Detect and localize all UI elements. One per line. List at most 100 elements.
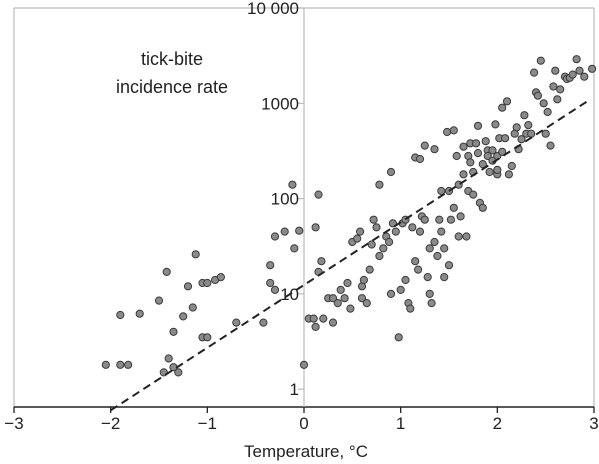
data-point xyxy=(524,121,533,130)
data-point xyxy=(406,304,415,313)
data-point xyxy=(179,312,188,321)
data-point xyxy=(473,149,483,158)
data-point xyxy=(572,55,581,64)
data-point xyxy=(536,56,545,65)
data-point xyxy=(551,66,560,75)
data-point xyxy=(483,151,492,161)
data-point xyxy=(553,95,562,104)
data-point xyxy=(290,244,299,253)
data-point xyxy=(425,289,434,298)
data-point xyxy=(414,265,423,274)
data-point xyxy=(504,170,513,179)
data-point xyxy=(396,285,405,294)
data-point xyxy=(375,180,384,189)
y-tick-label: 10 xyxy=(280,285,299,304)
x-tick-label: 3 xyxy=(589,414,598,433)
data-point xyxy=(530,68,539,77)
data-point xyxy=(472,139,481,148)
data-point xyxy=(188,303,197,312)
data-point xyxy=(430,145,439,154)
x-tick-label: 0 xyxy=(299,414,308,433)
data-point xyxy=(346,304,355,313)
data-point xyxy=(437,186,446,196)
data-point xyxy=(459,170,468,179)
data-point xyxy=(343,278,352,288)
data-point xyxy=(375,251,384,261)
data-point xyxy=(520,111,529,120)
data-point xyxy=(288,180,297,189)
data-point xyxy=(270,232,280,241)
data-point xyxy=(328,294,338,303)
data-point xyxy=(359,275,368,285)
data-point xyxy=(162,267,171,276)
x-tick-label: −2 xyxy=(101,414,120,433)
data-point xyxy=(116,310,125,320)
data-point xyxy=(549,82,558,91)
data-point xyxy=(466,158,475,167)
data-point xyxy=(575,66,584,75)
data-point xyxy=(568,70,577,79)
data-point xyxy=(543,107,552,117)
data-point xyxy=(425,244,434,253)
trend-line xyxy=(110,99,590,412)
x-tick-label: 1 xyxy=(396,414,405,433)
data-points xyxy=(101,55,597,377)
data-point xyxy=(311,223,320,232)
data-point xyxy=(546,141,555,150)
data-point xyxy=(232,318,241,327)
data-point xyxy=(365,265,374,274)
data-point xyxy=(379,244,388,253)
data-point xyxy=(386,289,396,298)
data-point xyxy=(456,212,465,221)
data-point xyxy=(501,134,510,143)
data-point xyxy=(517,135,526,144)
data-point xyxy=(580,72,589,81)
data-point xyxy=(169,327,178,336)
data-point xyxy=(527,129,536,138)
data-point xyxy=(541,129,550,138)
data-point xyxy=(473,121,483,130)
data-point xyxy=(449,126,458,135)
data-point xyxy=(420,215,429,224)
data-point xyxy=(183,282,193,291)
data-point xyxy=(340,294,349,303)
data-point xyxy=(415,154,425,164)
data-point xyxy=(124,360,133,369)
data-point xyxy=(295,226,304,235)
data-point xyxy=(443,127,452,137)
data-point xyxy=(415,227,425,236)
data-point xyxy=(353,234,362,243)
data-point xyxy=(459,142,468,151)
data-point xyxy=(266,261,275,270)
x-axis-title: Temperature, °C xyxy=(244,442,368,461)
data-point xyxy=(317,257,326,266)
data-point xyxy=(280,227,289,236)
data-point xyxy=(588,64,597,73)
data-point xyxy=(433,251,442,261)
data-point xyxy=(488,146,497,155)
data-point xyxy=(437,227,446,236)
data-point xyxy=(259,318,268,327)
x-tick-label: −3 xyxy=(4,414,23,433)
data-point xyxy=(216,273,225,282)
data-point xyxy=(502,97,512,106)
x-tick-label: −1 xyxy=(198,414,217,433)
data-point xyxy=(135,309,144,318)
data-point xyxy=(452,151,461,161)
data-point xyxy=(266,278,275,288)
data-point xyxy=(498,103,507,112)
data-point xyxy=(408,223,417,232)
data-point xyxy=(507,161,516,171)
data-point xyxy=(386,167,396,177)
data-point xyxy=(191,250,200,259)
data-point xyxy=(435,215,444,224)
data-point xyxy=(449,203,458,212)
y-tick-label: 100 xyxy=(271,190,299,209)
data-point xyxy=(462,232,471,241)
data-point xyxy=(367,240,376,249)
data-point xyxy=(319,314,328,323)
data-point xyxy=(328,318,338,327)
data-point xyxy=(444,261,454,270)
annotation-line-1: tick-bite xyxy=(141,49,203,69)
x-tick-label: 2 xyxy=(493,414,502,433)
